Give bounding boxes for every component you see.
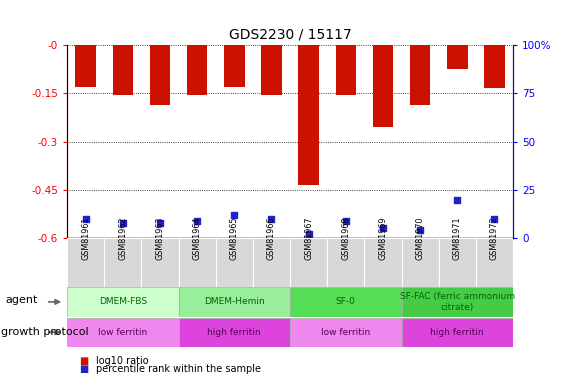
Bar	[373, 45, 393, 127]
Bar	[224, 45, 244, 87]
Text: growth protocol: growth protocol	[1, 327, 88, 337]
Point	[416, 227, 425, 233]
Point	[341, 218, 350, 224]
Text: high ferritin: high ferritin	[208, 328, 261, 337]
Bar	[476, 238, 513, 287]
Bar	[67, 238, 104, 287]
Bar	[290, 287, 402, 317]
Bar	[104, 238, 141, 287]
Bar	[290, 318, 402, 347]
Bar	[402, 238, 438, 287]
Bar	[253, 238, 290, 287]
Point	[490, 216, 499, 222]
Point	[452, 196, 462, 202]
Point	[118, 220, 128, 226]
Point	[267, 216, 276, 222]
Bar	[113, 45, 133, 95]
Text: DMEM-Hemin: DMEM-Hemin	[204, 297, 265, 306]
Text: SF-0: SF-0	[336, 297, 356, 306]
Bar	[438, 238, 476, 287]
Text: GSM81966: GSM81966	[267, 217, 276, 260]
Bar	[298, 45, 319, 185]
Text: low ferritin: low ferritin	[321, 328, 370, 337]
Bar	[336, 45, 356, 95]
Bar	[141, 238, 178, 287]
Bar	[484, 45, 505, 88]
Text: GSM81961: GSM81961	[81, 217, 90, 260]
Bar	[150, 45, 170, 105]
Bar	[447, 45, 468, 69]
Bar	[178, 318, 290, 347]
Bar	[187, 45, 208, 95]
Point	[192, 218, 202, 224]
Bar	[410, 45, 430, 105]
Bar	[261, 45, 282, 95]
Point	[230, 212, 239, 218]
Text: ■: ■	[79, 364, 88, 374]
Text: GSM81964: GSM81964	[192, 217, 202, 260]
Text: GSM81967: GSM81967	[304, 217, 313, 260]
Bar	[178, 238, 216, 287]
Text: GSM81971: GSM81971	[453, 217, 462, 260]
Bar	[216, 238, 253, 287]
Bar	[364, 238, 402, 287]
Bar	[290, 238, 327, 287]
Text: agent: agent	[6, 295, 38, 305]
Text: GSM81972: GSM81972	[490, 216, 499, 260]
Point	[81, 216, 90, 222]
Text: GSM81965: GSM81965	[230, 217, 239, 260]
Bar	[402, 287, 513, 317]
Bar	[327, 238, 364, 287]
Text: low ferritin: low ferritin	[98, 328, 147, 337]
Title: GDS2230 / 15117: GDS2230 / 15117	[229, 27, 352, 41]
Point	[304, 231, 313, 237]
Text: ■: ■	[79, 356, 88, 366]
Bar	[67, 287, 178, 317]
Text: GSM81963: GSM81963	[156, 217, 164, 260]
Text: GSM81962: GSM81962	[118, 217, 127, 260]
Text: GSM81968: GSM81968	[341, 217, 350, 260]
Text: percentile rank within the sample: percentile rank within the sample	[96, 364, 261, 374]
Text: high ferritin: high ferritin	[430, 328, 484, 337]
Bar	[67, 318, 178, 347]
Text: SF-FAC (ferric ammonium
citrate): SF-FAC (ferric ammonium citrate)	[400, 292, 515, 312]
Text: DMEM-FBS: DMEM-FBS	[99, 297, 147, 306]
Text: log10 ratio: log10 ratio	[96, 356, 149, 366]
Text: GSM81970: GSM81970	[416, 217, 424, 260]
Point	[378, 225, 388, 231]
Bar	[75, 45, 96, 87]
Bar	[178, 287, 290, 317]
Point	[155, 220, 164, 226]
Bar	[402, 318, 513, 347]
Text: GSM81969: GSM81969	[378, 217, 388, 260]
